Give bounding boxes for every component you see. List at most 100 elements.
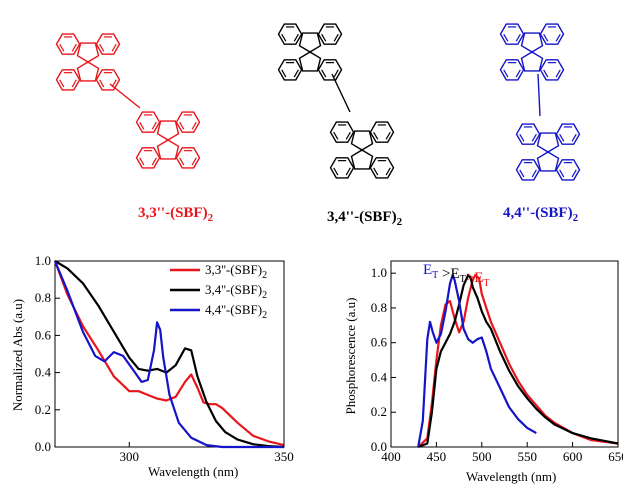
absorption-legend: 3,3''-(SBF)23,4''-(SBF)24,4''-(SBF)2 <box>170 262 267 321</box>
double-bond <box>151 157 157 166</box>
double-bond <box>281 69 287 78</box>
double-bond <box>139 121 145 130</box>
double-bond <box>99 43 105 52</box>
benzene-ring <box>515 123 541 145</box>
benzene-ring <box>369 121 395 143</box>
phosphorescence-ticks: 400 450 500 550 600 650 0.0 0.2 0.4 0.6 0.8 1.0 <box>371 265 623 464</box>
benzene-ring <box>277 59 303 81</box>
phosphorescence-x-tick-label: 400 <box>381 449 401 464</box>
benzene-ring <box>277 23 303 45</box>
absorption-y-tick-label: 0.2 <box>35 402 51 417</box>
molecule-4-4-sbf2-structure <box>499 23 581 181</box>
absorption-x-axis-title: Wavelength (nm) <box>148 464 238 479</box>
double-bond <box>345 167 351 176</box>
five-membered-ring <box>298 32 322 53</box>
absorption-series-line-red <box>53 260 285 447</box>
spiro-carbon <box>530 50 534 54</box>
biaryl-bond <box>109 83 141 109</box>
double-bond <box>179 121 185 130</box>
five-membered-ring <box>76 42 100 63</box>
phosphorescence-series-line-black <box>417 273 619 449</box>
phosphorescence-y-axis-title: Phosphorescence (a.u) <box>343 298 358 415</box>
absorption-plot-frame <box>54 260 285 448</box>
benzene-ring <box>175 147 201 169</box>
double-bond <box>111 43 117 52</box>
double-bond <box>191 157 197 166</box>
double-bond <box>99 79 105 88</box>
five-membered-ring <box>520 51 544 72</box>
double-bond <box>519 133 525 142</box>
five-membered-ring <box>520 32 544 53</box>
benzene-ring <box>539 23 565 45</box>
biaryl-bond <box>331 73 351 113</box>
benzene-ring <box>95 33 121 55</box>
benzene-ring <box>555 159 581 181</box>
phosphorescence-series-line-blue <box>417 273 537 448</box>
triplet-energy-order-annotation: ET >ET>ET <box>423 262 490 289</box>
spiro-carbon <box>166 138 170 142</box>
double-bond <box>519 169 525 178</box>
benzene-ring <box>329 121 355 143</box>
absorption-y-tick-label: 1.0 <box>35 253 51 268</box>
five-membered-ring <box>350 149 374 170</box>
double-bond <box>139 157 145 166</box>
phosphorescence-y-tick-label: 0.2 <box>371 404 387 419</box>
biaryl-bond <box>537 73 541 117</box>
absorption-chart: 300 350 0.0 0.2 0.4 0.6 0.8 1.0 Wavelength (nm)… <box>10 253 294 479</box>
double-bond <box>555 69 561 78</box>
phosphorescence-y-tick-label: 0.0 <box>371 439 387 454</box>
benzene-ring <box>135 111 161 133</box>
five-membered-ring <box>536 132 560 153</box>
five-membered-ring <box>156 139 180 160</box>
phosphorescence-y-tick-label: 1.0 <box>371 265 387 280</box>
benzene-ring <box>539 59 565 81</box>
double-bond <box>559 133 565 142</box>
double-bond <box>293 33 299 42</box>
absorption-x-tick-label: 350 <box>274 449 294 464</box>
benzene-ring <box>95 69 121 91</box>
absorption-y-tick-label: 0.8 <box>35 290 51 305</box>
phosphorescence-y-tick-label: 0.4 <box>371 369 388 384</box>
five-membered-ring <box>156 120 180 141</box>
phosphorescence-x-tick-label: 550 <box>517 449 537 464</box>
benzene-ring <box>555 123 581 145</box>
legend-label-black: 3,4''-(SBF)2 <box>205 282 267 301</box>
double-bond <box>531 169 537 178</box>
double-bond <box>571 169 577 178</box>
molecule-3-4-sbf2-structure <box>277 23 395 179</box>
benzene-ring <box>175 111 201 133</box>
double-bond <box>321 33 327 42</box>
benzene-ring <box>55 33 81 55</box>
phosphorescence-series-line-red <box>417 273 619 448</box>
phosphorescence-series-group <box>417 273 619 449</box>
phosphorescence-x-tick-label: 500 <box>472 449 492 464</box>
double-bond <box>293 69 299 78</box>
absorption-y-tick-label: 0.4 <box>35 365 52 380</box>
phosphorescence-x-tick-label: 650 <box>608 449 623 464</box>
benzene-ring <box>329 157 355 179</box>
double-bond <box>503 33 509 42</box>
phosphorescence-y-tick-label: 0.6 <box>371 335 388 350</box>
double-bond <box>571 133 577 142</box>
benzene-ring <box>55 69 81 91</box>
double-bond <box>191 121 197 130</box>
double-bond <box>321 69 327 78</box>
phosphorescence-chart: 400 450 500 550 600 650 0.0 0.2 0.4 0.6 0.8 1.0 Wav… <box>343 260 623 484</box>
molecule-3-3-sbf2-structure <box>55 33 201 169</box>
five-membered-ring <box>350 130 374 151</box>
phosphorescence-x-tick-label: 600 <box>563 449 583 464</box>
benzene-ring <box>499 23 525 45</box>
spiro-carbon <box>546 150 550 154</box>
phosphorescence-plot-frame <box>390 260 619 448</box>
double-bond <box>281 33 287 42</box>
five-membered-ring <box>298 51 322 72</box>
spiro-carbon <box>86 60 90 64</box>
molecule-label-3-3: 3,3''-(SBF)2 <box>138 205 214 224</box>
benzene-ring <box>499 59 525 81</box>
double-bond <box>333 167 339 176</box>
benzene-ring <box>515 159 541 181</box>
double-bond <box>385 131 391 140</box>
double-bond <box>333 69 339 78</box>
double-bond <box>515 33 521 42</box>
